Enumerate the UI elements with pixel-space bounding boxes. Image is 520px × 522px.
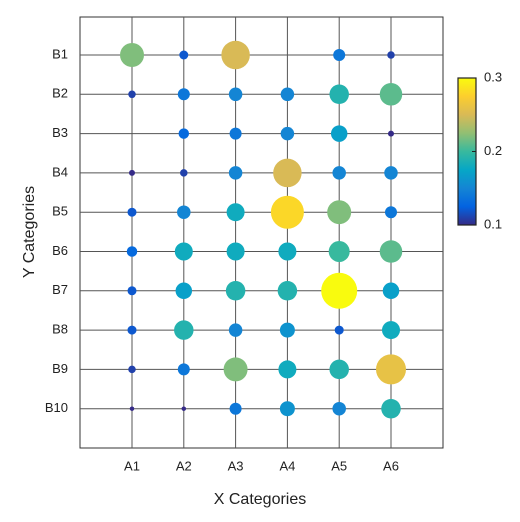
bubble [127, 325, 137, 335]
x-tick-label: A4 [279, 458, 295, 473]
bubble [273, 158, 302, 188]
bubble [127, 286, 137, 296]
y-tick-label: B2 [52, 86, 68, 101]
bubble [177, 205, 191, 219]
bubble [129, 169, 135, 176]
bubble [126, 246, 138, 257]
bubble [379, 240, 403, 263]
x-tick-label: A1 [124, 458, 140, 473]
y-tick-label: B4 [52, 164, 68, 179]
bubble [330, 125, 348, 142]
bubble [387, 51, 395, 59]
bubble [120, 43, 144, 67]
bubble [278, 242, 297, 261]
bubble [332, 401, 346, 416]
x-tick-label: A5 [331, 458, 347, 473]
bubble [382, 321, 400, 340]
bubble [381, 398, 401, 419]
bubble [177, 363, 190, 376]
bubble [229, 127, 242, 140]
bubble [129, 406, 135, 411]
bubble [177, 88, 190, 101]
bubble [278, 360, 297, 379]
y-tick-label: B5 [52, 204, 68, 219]
y-tick-label: B6 [52, 243, 68, 258]
bubble [225, 281, 246, 301]
bubble [329, 84, 349, 105]
x-axis-title: X Categories [214, 491, 307, 508]
bubble [221, 40, 250, 70]
bubble [376, 354, 406, 385]
bubble [223, 357, 248, 382]
colorbar-tick-label: 0.1 [484, 216, 502, 231]
bubble [270, 195, 304, 229]
bubble [277, 281, 298, 301]
bubble [174, 320, 194, 340]
y-tick-label: B3 [52, 125, 68, 140]
bubble [228, 87, 243, 102]
bubble [388, 130, 394, 137]
bubble [280, 126, 295, 141]
bubble [329, 359, 349, 380]
bubble [334, 325, 344, 335]
x-tick-label: A3 [228, 458, 244, 473]
bubble [179, 50, 189, 60]
colorbar-tick-label: 0.3 [484, 69, 502, 84]
bubble [174, 242, 193, 261]
bubble [228, 323, 243, 337]
bubble [180, 169, 188, 177]
bubble [178, 128, 190, 139]
bubble [181, 406, 187, 411]
bubble [228, 166, 243, 180]
y-tick-label: B8 [52, 322, 68, 337]
y-tick-label: B7 [52, 282, 68, 297]
bubble [128, 90, 136, 99]
bubble [385, 206, 397, 219]
bubble [332, 166, 346, 180]
x-tick-label: A2 [176, 458, 192, 473]
bubble [127, 207, 137, 217]
bubble [226, 242, 245, 261]
bubble [382, 282, 400, 300]
bubble [128, 365, 136, 374]
y-tick-label: B1 [52, 46, 68, 61]
bubble [226, 203, 245, 222]
plot-area [79, 16, 444, 449]
y-tick-label: B10 [45, 400, 68, 415]
x-tick-label: A6 [383, 458, 399, 473]
bubble [384, 166, 398, 180]
bubble [175, 282, 193, 300]
bubble [321, 272, 358, 309]
bubble [333, 49, 346, 61]
bubble [379, 83, 403, 106]
bubble [327, 200, 352, 225]
bubble [279, 401, 295, 417]
bubble [328, 241, 350, 262]
colorbar-tick-label: 0.2 [484, 143, 502, 158]
y-tick-label: B9 [52, 361, 68, 376]
bubble [280, 87, 295, 102]
y-axis-title: Y Categories [21, 186, 38, 278]
bubble [279, 322, 295, 338]
bubble [229, 402, 242, 415]
